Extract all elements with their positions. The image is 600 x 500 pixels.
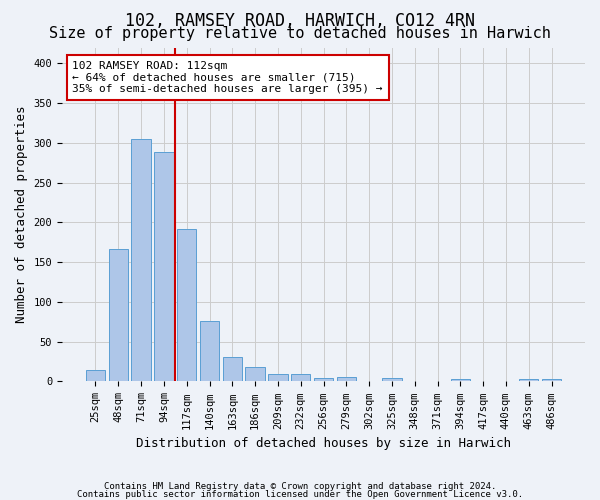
Bar [131, 139, 151, 382]
Bar [337, 378, 356, 382]
Bar [451, 379, 470, 382]
Bar [542, 379, 561, 382]
Bar [86, 370, 105, 382]
Bar [245, 367, 265, 382]
Bar [382, 378, 401, 382]
Y-axis label: Number of detached properties: Number of detached properties [15, 106, 28, 323]
Bar [291, 374, 310, 382]
X-axis label: Distribution of detached houses by size in Harwich: Distribution of detached houses by size … [136, 437, 511, 450]
Bar [314, 378, 333, 382]
Text: 102, RAMSEY ROAD, HARWICH, CO12 4RN: 102, RAMSEY ROAD, HARWICH, CO12 4RN [125, 12, 475, 30]
Text: Contains public sector information licensed under the Open Government Licence v3: Contains public sector information licen… [77, 490, 523, 499]
Text: Size of property relative to detached houses in Harwich: Size of property relative to detached ho… [49, 26, 551, 41]
Bar [154, 152, 173, 382]
Bar [177, 229, 196, 382]
Text: Contains HM Land Registry data © Crown copyright and database right 2024.: Contains HM Land Registry data © Crown c… [104, 482, 496, 491]
Bar [223, 357, 242, 382]
Text: 102 RAMSEY ROAD: 112sqm
← 64% of detached houses are smaller (715)
35% of semi-d: 102 RAMSEY ROAD: 112sqm ← 64% of detache… [73, 61, 383, 94]
Bar [200, 321, 219, 382]
Bar [268, 374, 287, 382]
Bar [109, 250, 128, 382]
Bar [519, 379, 538, 382]
